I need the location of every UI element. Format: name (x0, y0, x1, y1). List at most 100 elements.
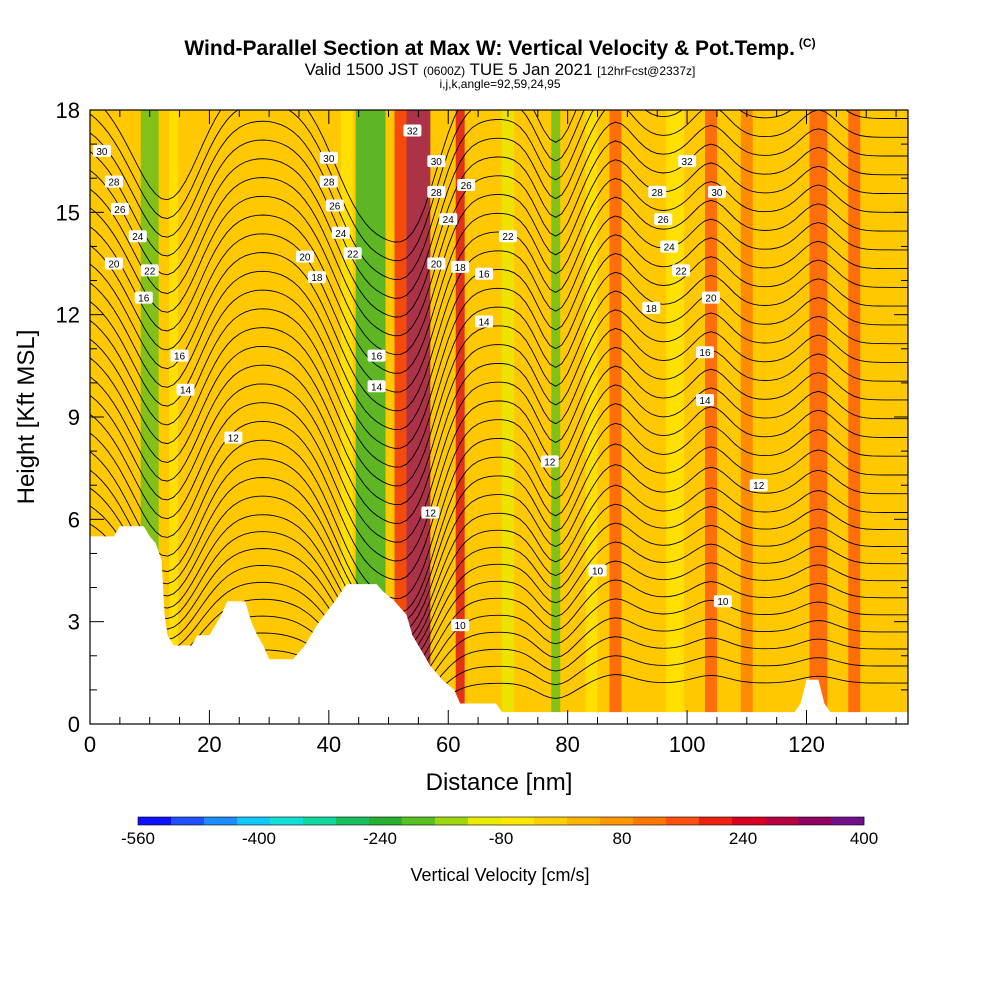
colorbar-tick-label-3: -80 (489, 829, 514, 848)
isentrope-line-24 (90, 215, 908, 412)
contour-label-2: 26 (114, 205, 126, 216)
velocity-band-9 (585, 110, 598, 724)
colorbar-swatch-12 (534, 817, 568, 825)
contour-label-20: 28 (431, 188, 443, 199)
contour-label-0: 30 (96, 147, 108, 158)
contour-label-bg-35 (654, 213, 673, 226)
contour-label-bg-38 (701, 291, 720, 304)
colorbar-swatch-20 (798, 817, 832, 825)
colorbar-swatch-1 (171, 817, 205, 825)
contour-label-42: 12 (753, 481, 765, 492)
valid-time-line: Valid 1500 JST (0600Z) TUE 5 Jan 2021 [1… (0, 60, 1000, 80)
contour-label-35: 26 (658, 215, 670, 226)
contour-label-16: 18 (311, 273, 323, 284)
isentrope-line-8 (90, 522, 908, 659)
isentrope-line-10 (90, 484, 908, 643)
contour-label-43: 10 (717, 597, 729, 608)
colorbar-title: Vertical Velocity [cm/s] (410, 865, 589, 885)
x-tick-label-0: 0 (84, 732, 96, 757)
isentrope-line-12 (90, 443, 908, 624)
contour-label-bg-30 (588, 564, 607, 577)
contour-label-41: 14 (699, 396, 711, 407)
contour-label-bg-29 (540, 455, 559, 468)
x-tick-label-100: 100 (669, 732, 706, 757)
isentrope-line-14 (90, 403, 908, 599)
contour-label-36: 24 (664, 242, 676, 253)
contour-label-33: 30 (711, 188, 723, 199)
contour-label-31: 32 (407, 126, 419, 137)
velocity-band-15 (848, 110, 861, 724)
contour-label-40: 16 (699, 348, 711, 359)
contour-label-bg-19 (427, 155, 446, 168)
contour-label-bg-34 (648, 185, 667, 198)
colorbar-swatch-4 (270, 817, 304, 825)
colorbar-swatch-18 (732, 817, 766, 825)
contour-label-17: 16 (371, 352, 383, 363)
isentrope-line-29 (90, 121, 908, 318)
contour-label-23: 22 (502, 232, 514, 243)
contour-label-1: 28 (108, 178, 120, 189)
velocity-band-8 (551, 110, 561, 724)
contour-label-8: 14 (180, 386, 192, 397)
chart-title: Wind-Parallel Section at Max W: Vertical… (0, 36, 1000, 61)
contour-label-37: 22 (676, 266, 688, 277)
y-tick-label-0: 0 (68, 712, 80, 737)
isentrope-line-19 (90, 309, 908, 506)
velocity-band-13 (740, 110, 753, 724)
contour-label-bg-36 (660, 240, 679, 253)
contour-label-13: 24 (335, 229, 347, 240)
colorbar-swatch-16 (666, 817, 700, 825)
contour-label-bg-18 (367, 380, 386, 393)
y-tick-label-3: 3 (68, 610, 80, 635)
contour-label-bg-8 (176, 383, 195, 396)
contour-label-bg-32 (678, 155, 697, 168)
x-tick-label-60: 60 (436, 732, 460, 757)
contour-label-29: 12 (544, 457, 556, 468)
contour-label-25: 18 (455, 263, 467, 274)
x-tick-label-40: 40 (317, 732, 341, 757)
contour-label-bg-1 (104, 175, 123, 188)
isentrope-line-23 (90, 234, 908, 431)
contour-label-bg-12 (325, 199, 344, 212)
chart-title-text: Wind-Parallel Section at Max W: Vertical… (184, 37, 795, 60)
contour-label-bg-43 (713, 595, 732, 608)
isentrope-line-22 (90, 253, 908, 449)
contour-label-27: 14 (479, 317, 491, 328)
velocity-band-6 (455, 110, 465, 724)
contour-label-5: 22 (144, 266, 156, 277)
velocity-band-12 (704, 110, 717, 724)
x-tick-label-120: 120 (788, 732, 825, 757)
colorbar-tick-label-2: -240 (363, 829, 397, 848)
colorbar-swatch-6 (336, 817, 370, 825)
contour-label-bg-33 (707, 185, 726, 198)
isentrope-line-9 (90, 503, 908, 651)
colorbar-tick-label-4: 80 (613, 829, 632, 848)
colorbar-swatch-19 (765, 817, 799, 825)
contour-label-bg-9 (224, 431, 243, 444)
contour-label-bg-37 (672, 264, 691, 277)
colorbar-swatch-10 (468, 817, 502, 825)
y-tick-label-18: 18 (56, 98, 80, 123)
contour-label-38: 20 (705, 294, 717, 305)
colorbar-swatch-3 (237, 817, 271, 825)
contour-label-bg-2 (110, 202, 129, 215)
contour-label-bg-31 (403, 124, 422, 137)
colorbar-swatch-17 (699, 817, 733, 825)
contour-label-bg-22 (439, 213, 458, 226)
contour-label-28: 12 (425, 509, 437, 520)
contour-label-6: 16 (138, 294, 150, 305)
valid-prefix: Valid 1500 JST (304, 60, 419, 79)
colorbar-tick-label-0: -560 (121, 829, 155, 848)
y-tick-label-15: 15 (56, 200, 80, 225)
grid-indices: i,j,k,angle=92,59,24,95 (439, 77, 561, 91)
isentrope-line-21 (90, 271, 908, 468)
contour-labels: 3028262420221616141230282624222018161430… (92, 124, 768, 632)
contour-label-30: 10 (592, 567, 604, 578)
contour-label-14: 22 (347, 249, 359, 260)
contour-label-bg-4 (104, 257, 123, 270)
contour-label-bg-14 (343, 247, 362, 260)
contour-label-10: 30 (323, 154, 335, 165)
velocity-band-1 (169, 110, 179, 724)
contour-label-bg-40 (695, 346, 714, 359)
